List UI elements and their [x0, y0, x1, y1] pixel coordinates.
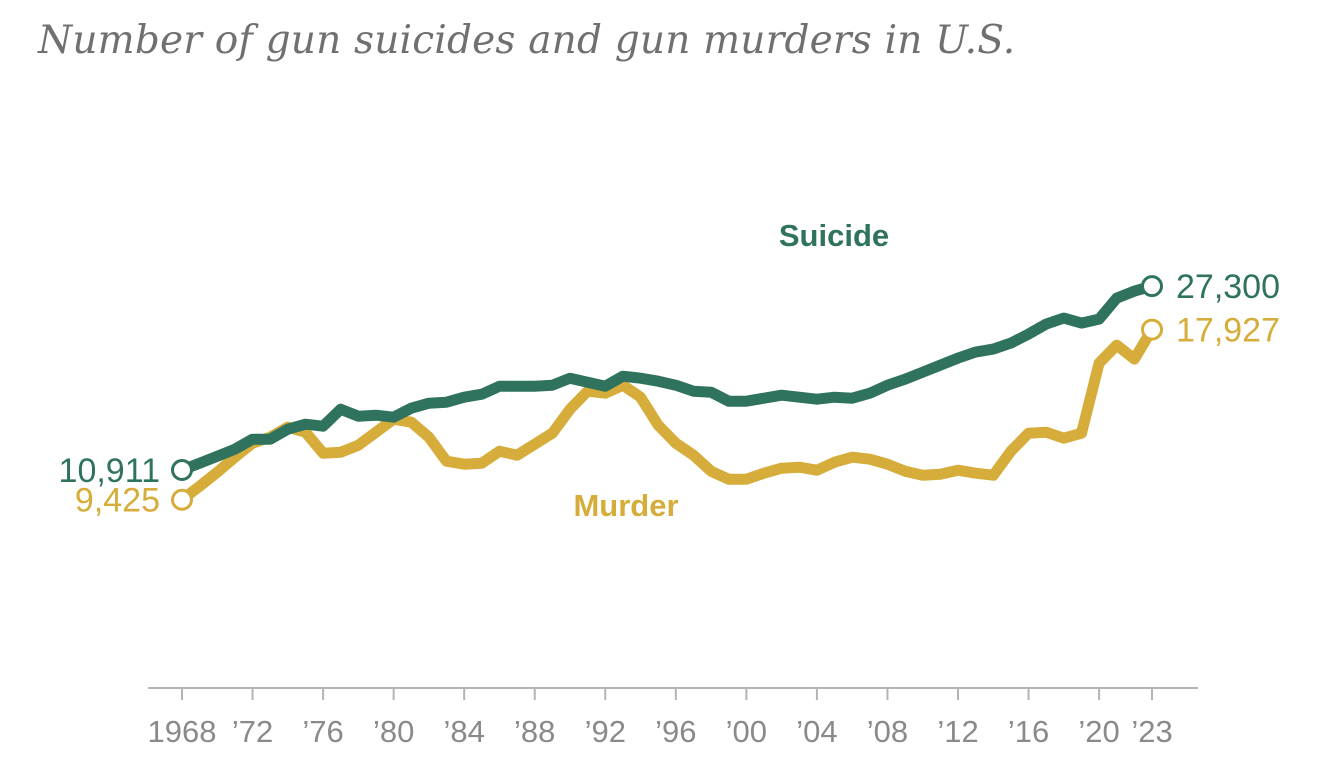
- x-tick-label-1992: ’92: [585, 714, 626, 749]
- x-tick-label-2020: ’20: [1078, 714, 1119, 749]
- murder-start-marker: [171, 488, 193, 511]
- x-tick-label-1996: ’96: [655, 714, 696, 749]
- x-tick-label-1984: ’84: [443, 714, 484, 749]
- suicide-series-line: [176, 280, 1158, 476]
- x-tick-label-2004: ’04: [796, 714, 837, 749]
- x-tick-label-1976: ’76: [302, 714, 343, 749]
- chart-title: Number of gun suicides and gun murders i…: [38, 18, 1016, 63]
- x-tick-label-2023: ’23: [1131, 714, 1172, 749]
- x-tick-label-1988: ’88: [514, 714, 555, 749]
- murder-start-label: 9,425: [75, 482, 160, 520]
- x-tick-label-1972: ’72: [232, 714, 273, 749]
- x-tick-label-2012: ’12: [937, 714, 978, 749]
- suicide-series-label: Suicide: [779, 218, 889, 253]
- suicide-start-marker: [171, 459, 193, 481]
- x-tick-label-1968: 1968: [148, 714, 217, 749]
- murder-end-label: 17,927: [1176, 312, 1280, 350]
- suicide-end-label: 27,300: [1176, 268, 1280, 306]
- x-tick-label-2008: ’08: [867, 714, 908, 749]
- murder-end-marker: [1141, 318, 1163, 341]
- x-tick-label-2016: ’16: [1008, 714, 1049, 749]
- murder-series-label: Murder: [573, 488, 678, 523]
- x-tick-label-1980: ’80: [373, 714, 414, 749]
- x-tick-label-2000: ’00: [726, 714, 767, 749]
- murder-series-line: [176, 324, 1158, 506]
- suicide-start-label: 10,911: [59, 452, 160, 490]
- suicide-end-marker: [1141, 275, 1163, 298]
